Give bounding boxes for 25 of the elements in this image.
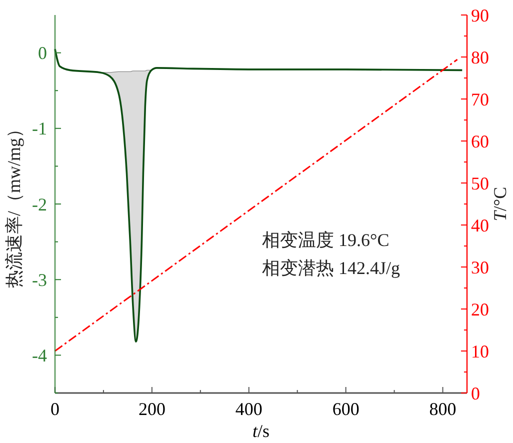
y2-axis-title: T/°C <box>490 186 510 222</box>
x-tick-label: 200 <box>138 399 166 419</box>
y2-tick-label: 30 <box>471 257 489 278</box>
y2-tick-label: 50 <box>471 173 489 194</box>
y2-tick-label: 90 <box>471 5 489 26</box>
y2-tick-label: 60 <box>471 131 489 152</box>
x-tick-label: 0 <box>50 399 60 419</box>
x-tick-label: 400 <box>235 399 262 419</box>
y-tick-label: -3 <box>32 270 47 290</box>
y-tick-label: -4 <box>32 346 47 366</box>
y-tick-label: -1 <box>32 118 47 139</box>
x-axis-title: t/s <box>252 421 270 441</box>
y-tick-label: 0 <box>38 43 47 64</box>
y2-tick-label: 0 <box>471 383 480 404</box>
y2-tick-label: 20 <box>471 299 489 320</box>
y2-tick-label: 70 <box>471 89 489 110</box>
y-axis-title: 热流速率/（mw/mg） <box>4 120 24 288</box>
y-tick-label: -2 <box>32 194 47 214</box>
y2-tick-label: 80 <box>471 47 489 68</box>
x-tick-label: 800 <box>429 399 456 419</box>
y2-tick-label: 10 <box>471 341 489 362</box>
x-tick-label: 600 <box>332 399 360 419</box>
y2-tick-label: 40 <box>471 215 489 236</box>
annotation: 相变潜热 142.4J/g <box>262 258 400 278</box>
annotation: 相变温度 19.6°C <box>262 230 390 250</box>
